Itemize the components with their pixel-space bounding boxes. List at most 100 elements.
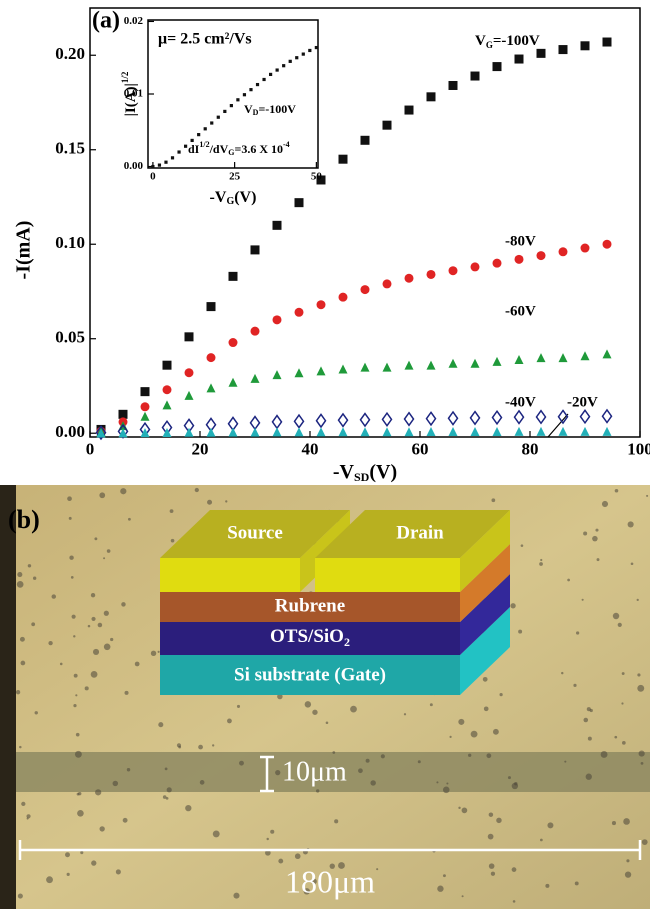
inset-x-subscript: G bbox=[226, 196, 234, 207]
speck bbox=[17, 571, 23, 578]
photo-panel: (b) Source Drain Rubrene OTS/SiO2 Si sub… bbox=[0, 485, 650, 909]
speck bbox=[70, 576, 74, 579]
marker bbox=[316, 366, 326, 376]
speck bbox=[91, 860, 97, 866]
marker bbox=[448, 427, 458, 437]
speck bbox=[26, 814, 31, 819]
speck bbox=[640, 762, 644, 765]
speck bbox=[162, 795, 167, 799]
speck bbox=[587, 736, 592, 741]
speck bbox=[126, 767, 131, 772]
speck bbox=[17, 893, 23, 899]
speck bbox=[365, 758, 370, 763]
marker bbox=[308, 48, 312, 53]
slope-3: /dV bbox=[209, 142, 229, 156]
speck bbox=[66, 872, 70, 876]
speck bbox=[20, 660, 26, 666]
marker bbox=[513, 409, 525, 425]
speck bbox=[561, 671, 564, 675]
marker bbox=[492, 427, 502, 437]
marker bbox=[580, 351, 590, 361]
speck bbox=[304, 701, 312, 708]
speck bbox=[417, 760, 421, 764]
speck bbox=[99, 492, 106, 499]
marker bbox=[316, 300, 326, 310]
speck bbox=[90, 670, 98, 678]
marker bbox=[206, 427, 216, 437]
speck bbox=[486, 753, 492, 759]
speck bbox=[641, 839, 648, 845]
y-tick-label: 0.01 bbox=[124, 88, 143, 100]
marker bbox=[470, 358, 480, 368]
series-label: -20V bbox=[567, 394, 598, 410]
y-tick-label: 0.10 bbox=[55, 233, 85, 252]
marker bbox=[404, 105, 414, 115]
speck bbox=[429, 703, 433, 707]
x-tick-label: 100 bbox=[627, 440, 650, 459]
marker bbox=[140, 402, 150, 412]
marker bbox=[601, 408, 613, 424]
marker bbox=[580, 41, 590, 51]
speck bbox=[488, 812, 494, 817]
marker bbox=[359, 412, 371, 428]
y-tick-label: 0.15 bbox=[55, 139, 85, 158]
speck bbox=[442, 874, 446, 878]
speck bbox=[595, 528, 599, 532]
marker bbox=[183, 144, 188, 148]
speck bbox=[623, 818, 630, 825]
marker bbox=[118, 428, 128, 438]
marker bbox=[491, 409, 503, 426]
slope-4: G bbox=[228, 148, 234, 157]
speck bbox=[194, 487, 199, 493]
marker bbox=[190, 138, 194, 143]
speck bbox=[334, 819, 339, 824]
x-label-unit: (V) bbox=[369, 461, 397, 483]
inset-x-unit: (V) bbox=[234, 189, 256, 206]
marker bbox=[316, 175, 326, 185]
marker bbox=[151, 164, 155, 169]
marker bbox=[249, 415, 261, 431]
y-tick-label: 0.05 bbox=[55, 328, 85, 347]
speck bbox=[601, 500, 609, 508]
marker bbox=[250, 245, 260, 255]
marker bbox=[338, 427, 348, 437]
slope-5: =3.6 X 10 bbox=[235, 142, 284, 156]
speck bbox=[461, 807, 468, 814]
inset-x-label: -VG(V) bbox=[210, 189, 257, 208]
drain-top bbox=[315, 510, 510, 558]
marker bbox=[140, 387, 150, 397]
speck bbox=[350, 705, 357, 713]
marker bbox=[228, 427, 238, 437]
speck bbox=[458, 806, 461, 810]
speck bbox=[157, 650, 160, 653]
marker bbox=[268, 72, 273, 77]
speck bbox=[376, 868, 379, 871]
speck bbox=[646, 494, 649, 497]
series-label: VG=-100V bbox=[475, 33, 540, 50]
speck bbox=[59, 662, 63, 666]
speck bbox=[511, 867, 517, 872]
speck bbox=[225, 500, 228, 503]
speck bbox=[436, 781, 439, 784]
x-label-text: -V bbox=[333, 461, 355, 483]
speck bbox=[581, 598, 584, 601]
speck bbox=[227, 718, 232, 724]
speck bbox=[627, 521, 634, 528]
speck bbox=[539, 562, 543, 566]
marker bbox=[447, 410, 459, 426]
inset-y-label: |I(A)|1/2 bbox=[120, 71, 139, 116]
marker bbox=[360, 135, 370, 145]
speck bbox=[103, 643, 111, 651]
speck bbox=[600, 751, 608, 758]
x-tick-label: 0 bbox=[86, 440, 95, 459]
slope-2: 1/2 bbox=[199, 140, 209, 149]
marker bbox=[514, 355, 524, 365]
legend-prefix: V bbox=[475, 33, 486, 49]
speck bbox=[488, 863, 495, 869]
speck bbox=[165, 797, 169, 800]
speck bbox=[630, 562, 634, 566]
dielectric-text: OTS/SiO bbox=[270, 626, 344, 647]
speck bbox=[68, 516, 72, 520]
legend-prefix-subscript: G bbox=[486, 40, 493, 50]
marker bbox=[170, 156, 175, 160]
